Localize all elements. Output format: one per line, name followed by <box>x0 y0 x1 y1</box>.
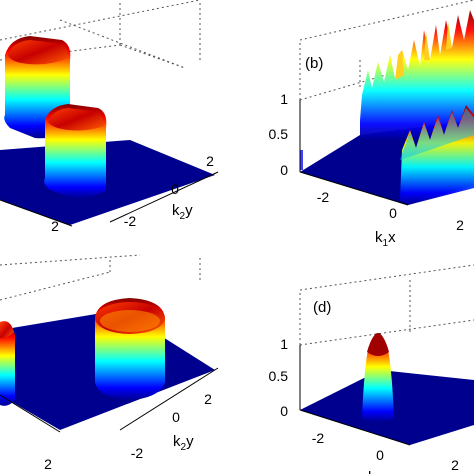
panel-d-z-tick-2: 1 <box>280 336 288 352</box>
panel-c-y-axis <box>119 367 219 431</box>
panel-c-y-tick-2: 2 <box>204 391 212 407</box>
panel-b: (b) 0 0.5 1 -2 0 2 k1x <box>269 0 474 249</box>
panel-a-peak-2 <box>44 104 107 199</box>
panel-a-y-axis <box>109 171 219 223</box>
panel-c-y-tick-0: -2 <box>131 445 144 461</box>
panel-b-x-tick-1: 0 <box>389 205 397 221</box>
panel-c-y-tick-1: 0 <box>172 409 180 425</box>
panel-a-x-tick-0: 2 <box>51 218 59 234</box>
panel-d-x-axis <box>299 409 411 446</box>
panel-b-z-tick-2: 1 <box>280 91 288 107</box>
panel-b-x-label: k1x <box>375 229 396 249</box>
panel-b-x-axis <box>299 171 409 206</box>
panel-a-x-axis <box>0 199 73 227</box>
panel-b-box <box>299 0 474 101</box>
panel-b-spike <box>300 150 303 170</box>
panel-d-peak <box>362 333 394 422</box>
panel-d-z-tick-0: 0 <box>280 403 288 419</box>
panel-d-x-label: k1x <box>368 469 389 474</box>
panel-b-label: (b) <box>305 55 323 72</box>
panel-a-y-tick-1: 0 <box>171 181 179 197</box>
panel-b-ridge-1 <box>360 10 474 140</box>
panel-d-x-tick-0: -2 <box>312 430 325 446</box>
panel-d-label: (d) <box>313 299 331 316</box>
panel-b-ridge-2 <box>400 105 474 205</box>
panel-b-x-tick-2: 2 <box>456 217 464 233</box>
panel-c-cylinder-2 <box>95 298 165 400</box>
panel-d-x-tick-2: 2 <box>451 457 459 473</box>
panel-c-cylinder-1 <box>0 321 15 406</box>
panel-b-z-tick-1: 0.5 <box>269 126 289 142</box>
panel-c-box <box>0 254 201 301</box>
panel-a-y-tick-2: 2 <box>206 153 214 169</box>
panel-b-z-tick-0: 0 <box>280 162 288 178</box>
panel-c-y-label: k2y <box>173 433 194 453</box>
panel-d: (d) 0 0.5 1 -2 0 2 k1x <box>269 264 474 474</box>
panel-d-z-tick-1: 0.5 <box>269 368 289 384</box>
panel-a-y-label: k2y <box>172 202 193 222</box>
panel-a: -2 0 2 2 k2y <box>0 0 219 234</box>
panel-d-x-tick-1: 0 <box>376 447 384 463</box>
panel-a-y-tick-0: -2 <box>124 213 137 229</box>
panel-c-x-tick-0: 2 <box>44 456 52 472</box>
panel-c-x-axis <box>0 394 61 433</box>
panel-b-x-tick-0: -2 <box>317 189 330 205</box>
panel-c: -2 0 2 2 k2y <box>0 254 219 472</box>
panel-d-box <box>299 264 474 346</box>
